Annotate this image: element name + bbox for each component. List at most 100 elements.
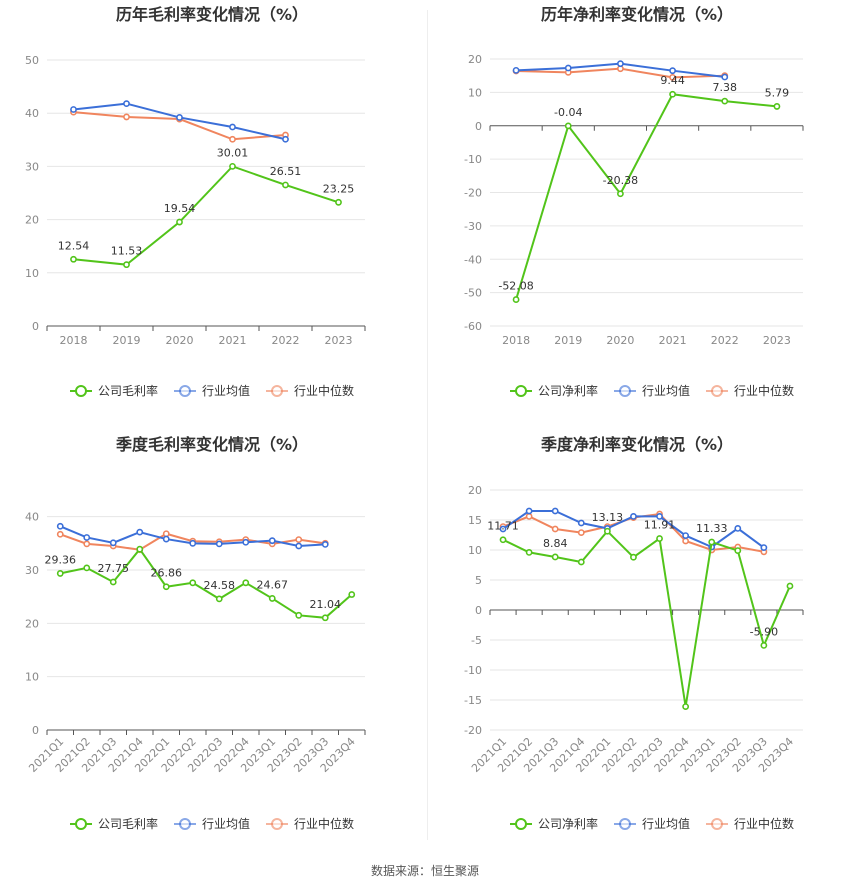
panel-quarterly-gross: 季度毛利率变化情况（%） 0 10 20 30 40 2021Q1 2021Q2 2021Q3 2…	[0, 430, 425, 860]
series-0: 12.54 11.53 19.54 30.01 26.51 23.25	[58, 146, 355, 269]
legend-swatch-marker	[619, 385, 631, 397]
y-tick-label: -30	[464, 220, 482, 233]
y-tick-label: -40	[464, 253, 482, 266]
data-label: -20.38	[603, 174, 638, 187]
data-point	[242, 538, 250, 546]
x-tick-label: 2018	[502, 334, 530, 347]
data-label: 8.84	[543, 537, 568, 550]
x-tick-label: 2018	[60, 334, 88, 347]
x-tick-label: 2021	[219, 334, 247, 347]
y-tick-label: -20	[464, 187, 482, 200]
data-point	[321, 541, 329, 548]
data-point	[617, 190, 624, 198]
chart-title: 历年毛利率变化情况（%）	[116, 5, 308, 24]
data-point	[282, 135, 289, 143]
data-label: 11.71	[487, 520, 519, 533]
data-point	[551, 553, 559, 561]
chart-body: 历年毛利率变化情况（%） 0 10 20 30 40 50 2018 2019 2020 2021 2…	[25, 5, 366, 398]
data-point	[56, 522, 64, 530]
data-point	[268, 537, 276, 545]
y-tick-label: 20	[468, 484, 482, 497]
data-point	[162, 530, 170, 538]
data-point	[525, 507, 533, 515]
data-source-label: 数据来源：恒生聚源	[370, 864, 479, 878]
data-point	[682, 703, 690, 710]
chart-body: 历年净利率变化情况（%） -60 -50 -40 -30 -20 -10 0 10 20 2018 2…	[464, 5, 804, 398]
chart-title: 历年净利率变化情况（%）	[541, 5, 733, 24]
data-point	[56, 570, 64, 577]
data-point	[617, 60, 624, 68]
data-point	[499, 536, 507, 544]
legend-swatch-marker	[711, 818, 723, 830]
legend-label: 行业均值	[202, 816, 250, 831]
y-tick-label: 40	[25, 107, 39, 120]
data-point	[162, 535, 170, 543]
legend-swatch-marker	[711, 385, 723, 397]
data-label: 26.86	[151, 567, 183, 580]
data-point	[123, 261, 130, 269]
chart-body: 季度净利率变化情况（%）-20-15-10-5051015202021Q1202…	[464, 435, 804, 831]
legend-label: 行业中位数	[294, 816, 354, 831]
data-point	[499, 525, 507, 533]
legend-swatch-marker	[271, 385, 283, 397]
data-point	[721, 97, 729, 105]
data-label: 23.25	[323, 182, 355, 195]
data-point	[734, 547, 742, 554]
data-point	[577, 519, 585, 527]
legend: 公司净利率 行业均值 行业中位数	[510, 816, 794, 831]
legend: 公司净利率 行业均值 行业中位数	[510, 383, 794, 398]
legend-label: 行业中位数	[734, 816, 794, 831]
y-tick-label: 50	[25, 54, 39, 67]
chart-annual-gross: 历年毛利率变化情况（%） 0 10 20 30 40 50 2018 2019 2020 2021 2…	[25, 5, 366, 398]
y-tick-label: 10	[25, 671, 39, 684]
data-point	[577, 558, 585, 566]
data-point	[83, 540, 91, 548]
data-label: 26.51	[270, 165, 302, 178]
chart-quarterly-gross: 季度毛利率变化情况（%）0102030402021Q12021Q22021Q32…	[25, 435, 366, 831]
data-point	[512, 66, 520, 74]
legend-swatch-marker	[179, 385, 191, 397]
data-point	[682, 532, 690, 539]
y-tick-label: 20	[468, 53, 482, 66]
y-tick-label: 30	[25, 160, 39, 173]
data-point	[551, 507, 559, 515]
legend-item: 公司净利率	[510, 383, 598, 398]
chart-annual-net: 历年净利率变化情况（%） -60 -50 -40 -30 -20 -10 0 10 20 2018 2…	[464, 5, 804, 398]
series-1	[499, 507, 768, 551]
x-tick-label: 2019	[113, 334, 141, 347]
data-label: 19.54	[164, 202, 196, 215]
data-point	[282, 181, 289, 189]
legend-item: 行业中位数	[266, 816, 354, 831]
data-point	[215, 595, 223, 603]
data-point	[162, 583, 170, 591]
y-tick-label: -60	[464, 320, 482, 333]
data-point	[189, 539, 197, 547]
panel-annual-gross: 历年毛利率变化情况（%） 0 10 20 30 40 50 2018 2019 2020 2021 2…	[0, 0, 425, 430]
data-point	[176, 114, 183, 121]
legend-label: 行业均值	[642, 816, 690, 831]
legend-swatch-marker	[75, 385, 87, 397]
panel-annual-net: 历年净利率变化情况（%） -60 -50 -40 -30 -20 -10 0 10 20 2018 2…	[425, 0, 850, 430]
data-label: 21.04	[310, 598, 342, 611]
legend-swatch-marker	[619, 818, 631, 830]
legend-swatch-marker	[515, 818, 527, 830]
data-point	[734, 525, 742, 532]
data-label: 9.44	[660, 74, 685, 87]
data-point	[70, 255, 77, 263]
y-tick-label: 30	[25, 564, 39, 577]
data-label: 24.58	[204, 579, 236, 592]
data-point	[321, 614, 329, 622]
legend-label: 行业均值	[202, 383, 250, 398]
data-point	[760, 642, 768, 649]
data-point	[773, 103, 781, 110]
data-point	[669, 73, 676, 81]
panel-quarterly-net: 季度净利率变化情况（%） -20 -15 -10 -5 0 5 10 15 20 2021Q1 202…	[425, 430, 850, 860]
data-label: -52.08	[498, 280, 533, 293]
data-point	[564, 64, 572, 72]
data-point	[760, 544, 768, 551]
data-point	[109, 539, 117, 547]
x-tick-label: 2019	[554, 334, 582, 347]
legend-label: 公司毛利率	[98, 383, 158, 398]
data-label: 29.36	[45, 553, 77, 566]
y-tick-label: 20	[25, 214, 39, 227]
